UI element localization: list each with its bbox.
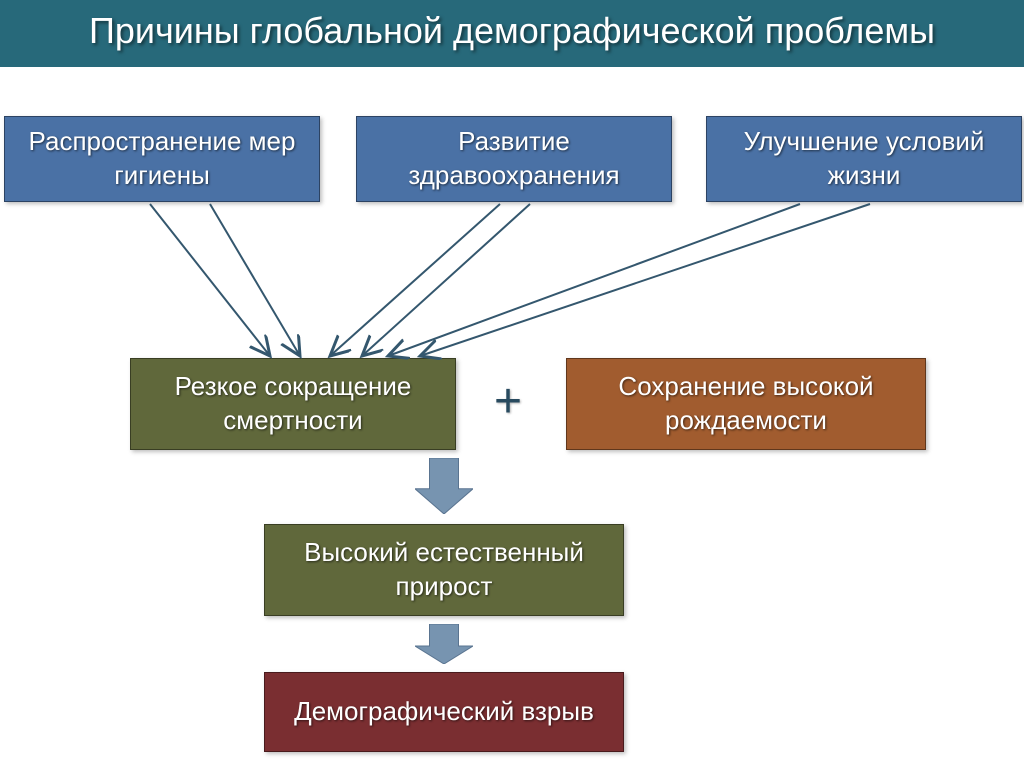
node-health-label: Развитие здравоохранения [367, 125, 661, 193]
block-arrow-down-2 [415, 624, 473, 664]
title-text: Причины глобальной демографической пробл… [89, 10, 935, 51]
node-growth: Высокий естественный прирост [264, 524, 624, 616]
diagram-title: Причины глобальной демографической пробл… [0, 0, 1024, 67]
node-growth-label: Высокий естественный прирост [275, 536, 613, 604]
node-boom-label: Демографический взрыв [294, 695, 594, 729]
node-mortality: Резкое сокращение смертности [130, 358, 456, 450]
node-birth-label: Сохранение высокой рождаемости [577, 370, 915, 438]
node-living: Улучшение условий жизни [706, 116, 1022, 202]
node-living-label: Улучшение условий жизни [717, 125, 1011, 193]
node-health: Развитие здравоохранения [356, 116, 672, 202]
block-arrow-down-1 [415, 458, 473, 514]
node-boom: Демографический взрыв [264, 672, 624, 752]
plus-symbol: + [494, 374, 522, 429]
node-hygiene: Распространение мер гигиены [4, 116, 320, 202]
node-hygiene-label: Распространение мер гигиены [15, 125, 309, 193]
node-mortality-label: Резкое сокращение смертности [141, 370, 445, 438]
node-birth: Сохранение высокой рождаемости [566, 358, 926, 450]
